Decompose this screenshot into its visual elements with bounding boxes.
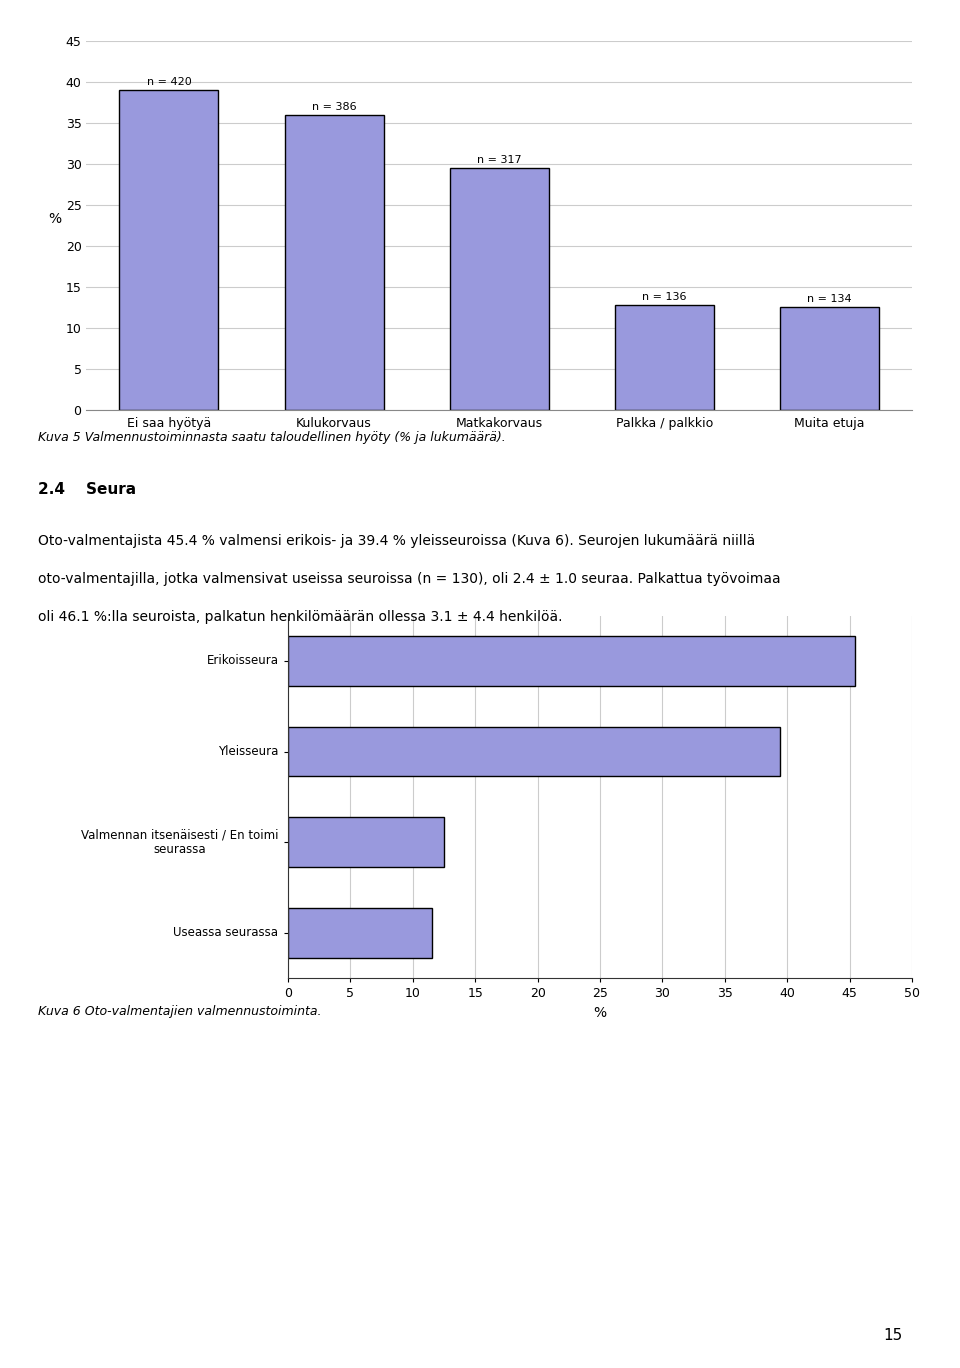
Bar xyxy=(288,817,444,867)
Text: Valmennan itsenäisesti / En toimi
seurassa: Valmennan itsenäisesti / En toimi seuras… xyxy=(81,828,278,856)
Text: oto-valmentajilla, jotka valmensivat useissa seuroissa (n = 130), oli 2.4 ± 1.0 : oto-valmentajilla, jotka valmensivat use… xyxy=(38,572,781,586)
Text: 15: 15 xyxy=(883,1328,902,1343)
Text: n = 134: n = 134 xyxy=(807,294,852,304)
Text: Erikoisseura: Erikoisseura xyxy=(206,654,278,668)
Y-axis label: %: % xyxy=(48,212,61,226)
Bar xyxy=(780,306,879,410)
Text: Oto-valmentajista 45.4 % valmensi erikois- ja 39.4 % yleisseuroissa (Kuva 6). Se: Oto-valmentajista 45.4 % valmensi erikoi… xyxy=(38,534,756,547)
Bar xyxy=(288,636,854,685)
Text: n = 317: n = 317 xyxy=(477,155,521,166)
Text: Kuva 6 Oto-valmentajien valmennustoiminta.: Kuva 6 Oto-valmentajien valmennustoimint… xyxy=(38,1005,322,1019)
X-axis label: %: % xyxy=(593,1005,607,1019)
Bar xyxy=(449,168,549,410)
Bar xyxy=(284,115,384,410)
Text: n = 420: n = 420 xyxy=(147,77,191,88)
Text: 2.4    Seura: 2.4 Seura xyxy=(38,482,136,497)
Bar xyxy=(288,726,780,777)
Text: n = 136: n = 136 xyxy=(642,291,686,302)
Bar xyxy=(614,305,714,410)
Bar xyxy=(288,908,431,958)
Text: Kuva 5 Valmennustoiminnasta saatu taloudellinen hyöty (% ja lukumäärä).: Kuva 5 Valmennustoiminnasta saatu taloud… xyxy=(38,431,506,445)
Text: Yleisseura: Yleisseura xyxy=(218,746,278,758)
Bar xyxy=(119,90,219,410)
Text: oli 46.1 %:lla seuroista, palkatun henkilömäärän ollessa 3.1 ± 4.4 henkilöä.: oli 46.1 %:lla seuroista, palkatun henki… xyxy=(38,610,563,624)
Text: n = 386: n = 386 xyxy=(312,101,356,112)
Text: Useassa seurassa: Useassa seurassa xyxy=(174,926,278,940)
